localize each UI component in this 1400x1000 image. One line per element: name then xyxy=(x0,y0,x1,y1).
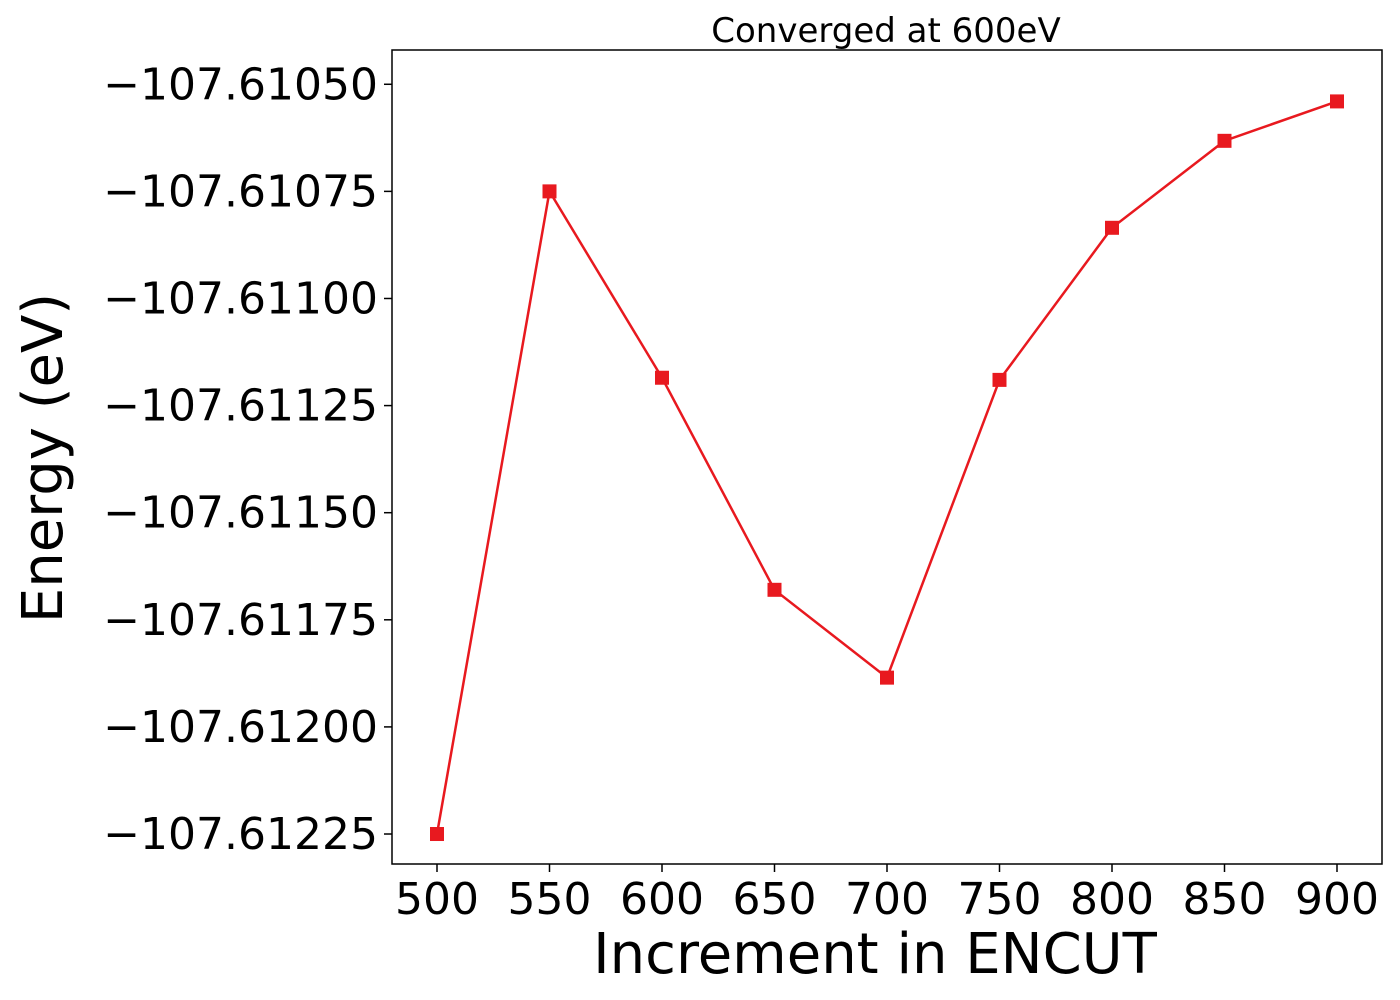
y-tick-label: −107.61225 xyxy=(103,809,378,860)
x-axis-ticks: 500 550 600 650 700 750 800 850 900 xyxy=(395,864,1379,925)
y-tick-label: −107.61125 xyxy=(103,381,378,432)
y-tick-label: −107.61175 xyxy=(103,595,378,646)
data-point-marker xyxy=(880,670,894,685)
x-tick-label: 900 xyxy=(1295,874,1379,925)
x-tick-label: 850 xyxy=(1183,874,1267,925)
y-tick-label: −107.61150 xyxy=(103,488,378,539)
x-tick-label: 800 xyxy=(1070,874,1154,925)
x-tick-label: 750 xyxy=(958,874,1042,925)
series-line xyxy=(435,100,1338,835)
y-tick-label: −107.61100 xyxy=(103,273,378,324)
y-axis-label: Energy (eV) xyxy=(11,293,76,623)
x-tick-label: 550 xyxy=(508,874,592,925)
data-point-marker xyxy=(1217,133,1232,148)
series-layer xyxy=(430,94,1344,842)
data-point-marker xyxy=(767,582,782,597)
x-tick-label: 650 xyxy=(733,874,817,925)
x-tick-label: 600 xyxy=(620,874,704,925)
y-axis-ticks: −107.61050 −107.61075 −107.61100 −107.61125… xyxy=(103,59,392,860)
x-tick-label: 500 xyxy=(395,874,479,925)
data-point-marker xyxy=(655,370,669,385)
y-tick-label: −107.61200 xyxy=(103,702,378,753)
y-tick-label: −107.61050 xyxy=(103,59,378,110)
data-point-marker xyxy=(542,184,557,199)
chart-title: Converged at 600eV xyxy=(711,11,1060,51)
y-tick-label: −107.61075 xyxy=(103,166,378,217)
data-point-marker xyxy=(1330,94,1344,109)
x-axis-label: Increment in ENCUT xyxy=(593,922,1158,987)
data-point-marker xyxy=(430,827,444,842)
data-point-marker xyxy=(1105,220,1119,235)
data-point-marker xyxy=(992,372,1007,387)
x-tick-label: 700 xyxy=(845,874,929,925)
plot-frame xyxy=(391,49,1383,865)
